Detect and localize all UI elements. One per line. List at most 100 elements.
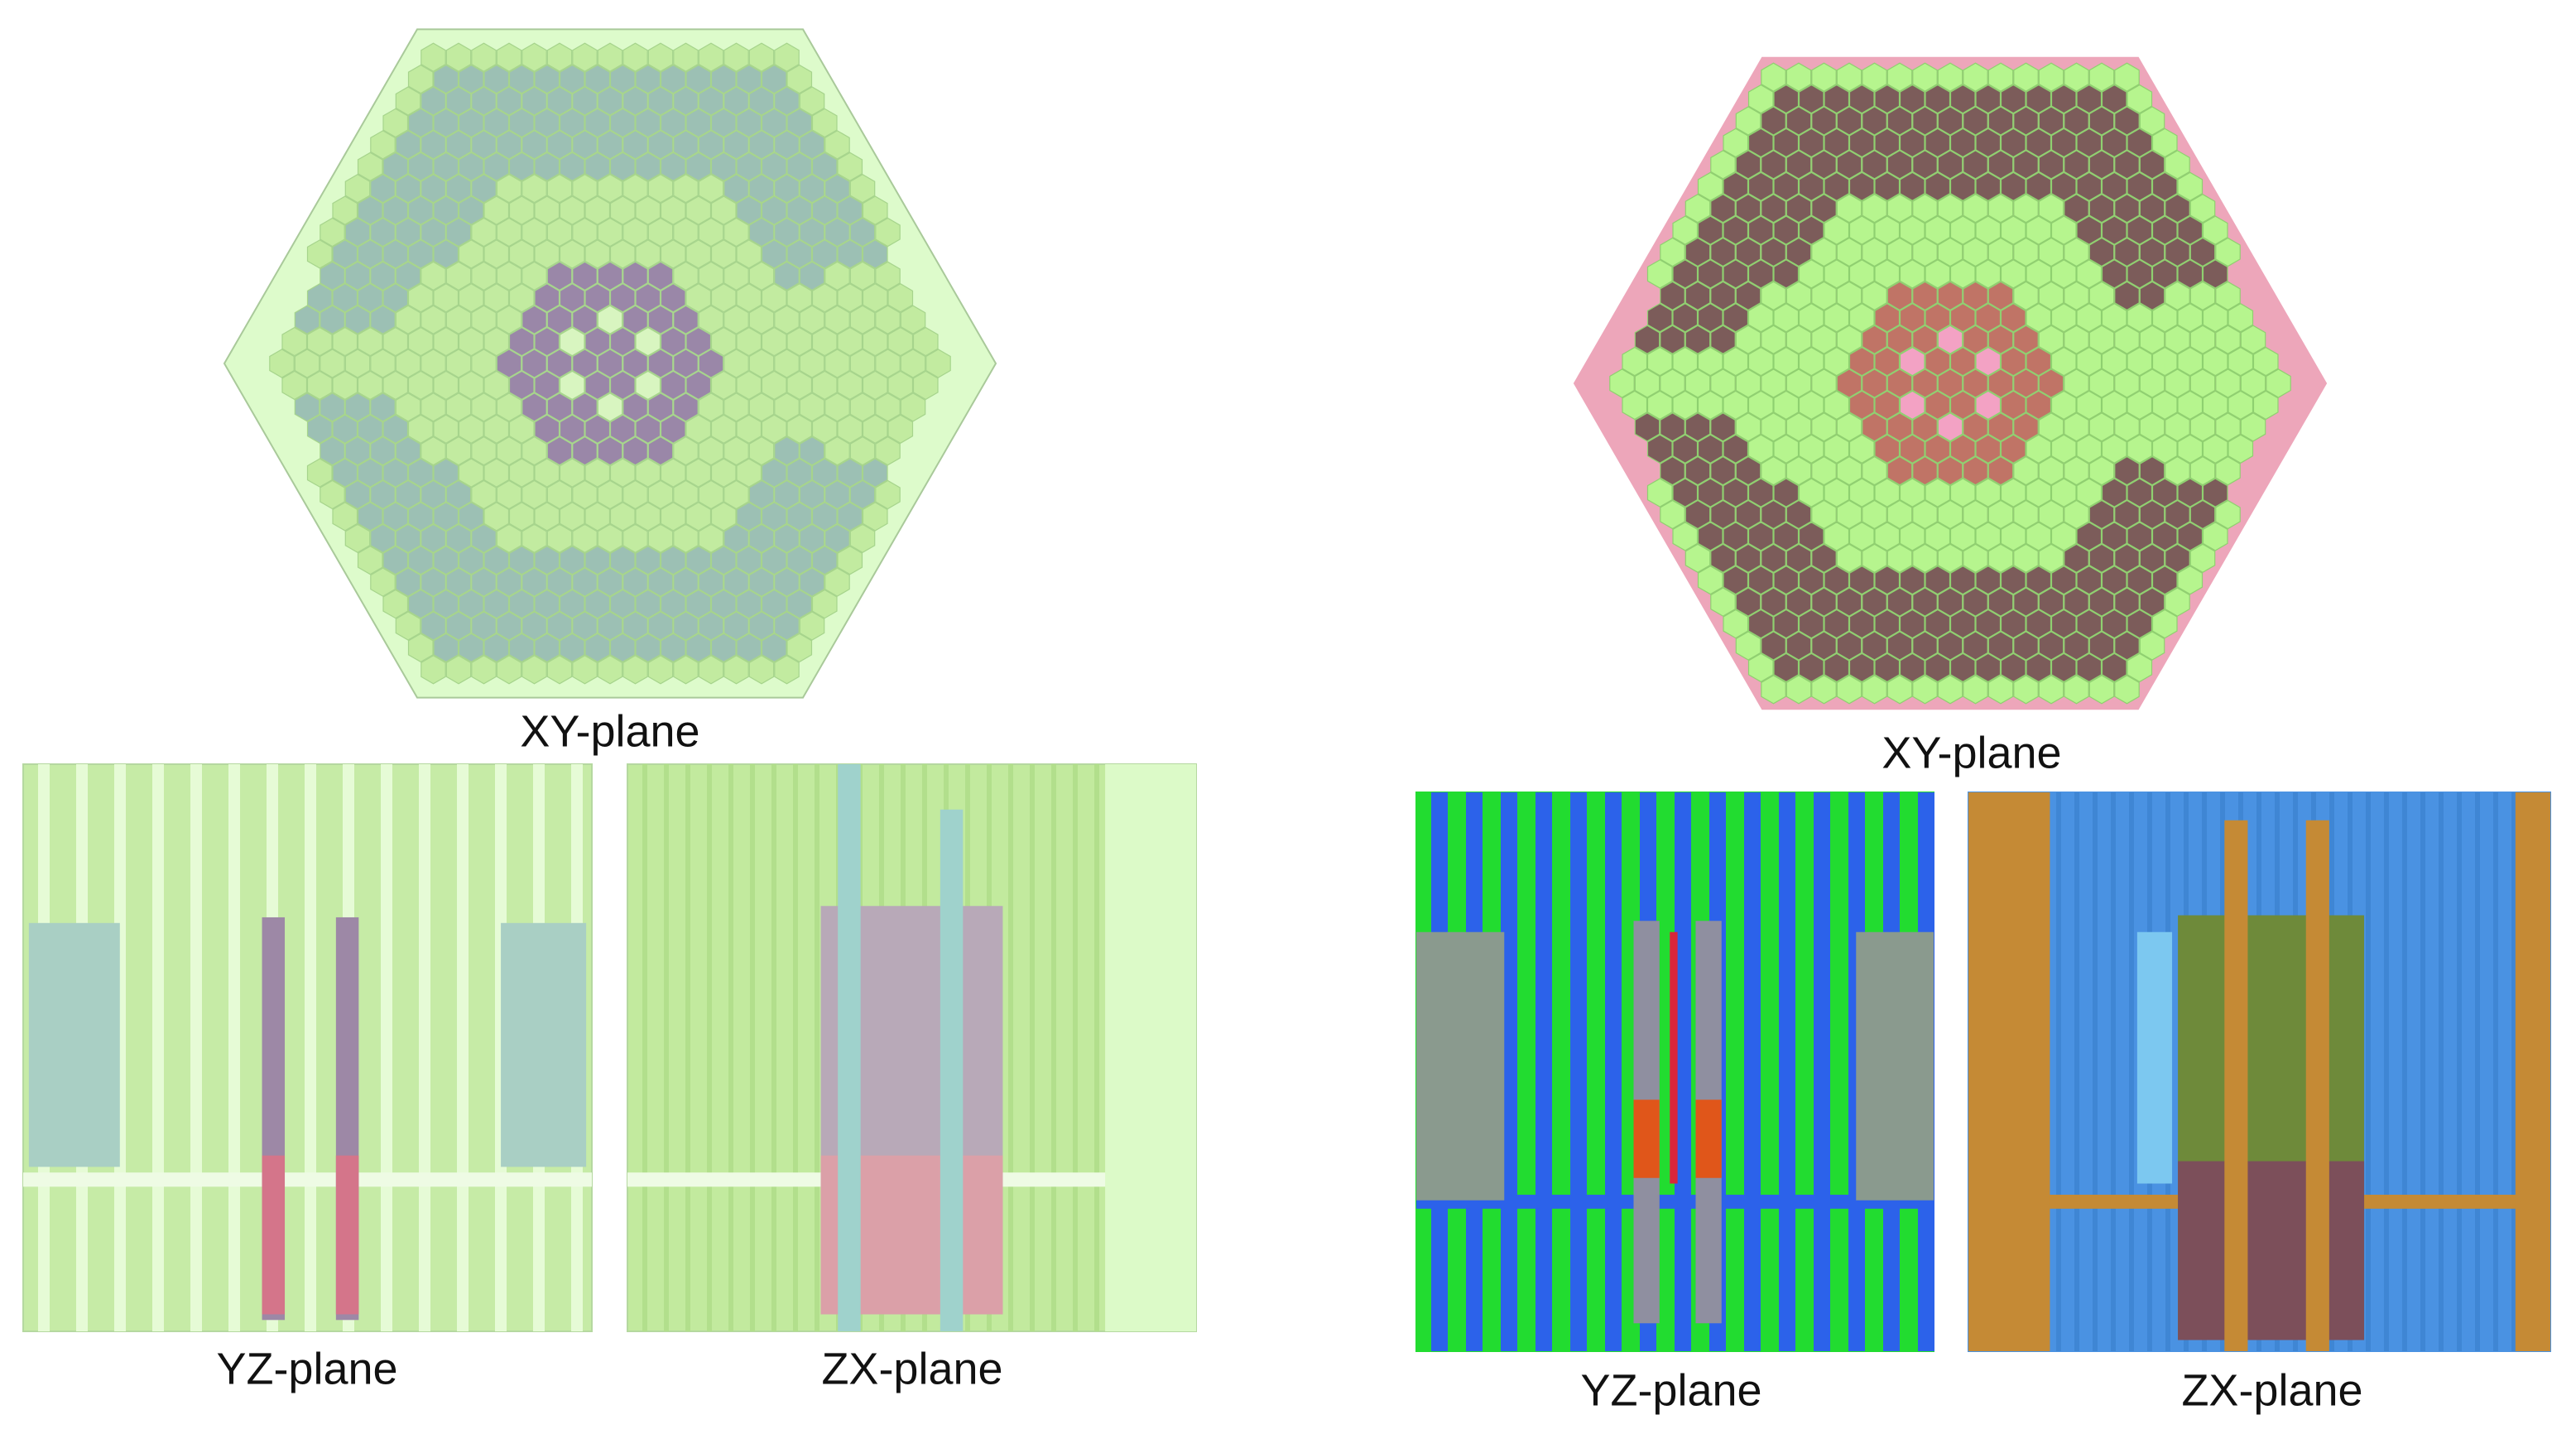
assembly bbox=[2026, 478, 2052, 508]
channel bbox=[1051, 764, 1056, 1331]
assembly bbox=[710, 152, 737, 181]
assembly bbox=[2151, 128, 2178, 158]
assembly bbox=[925, 349, 951, 378]
assembly bbox=[546, 86, 573, 116]
assembly bbox=[1963, 455, 1988, 486]
assembly bbox=[559, 633, 585, 663]
channel bbox=[1570, 792, 1587, 1351]
assembly bbox=[635, 370, 661, 401]
assembly bbox=[622, 655, 648, 685]
assembly bbox=[2165, 281, 2190, 311]
assembly bbox=[445, 435, 472, 466]
assembly bbox=[1987, 455, 2014, 486]
assembly bbox=[382, 370, 409, 401]
assembly bbox=[2038, 412, 2064, 442]
assembly bbox=[849, 523, 876, 553]
assembly bbox=[2177, 434, 2204, 464]
channel bbox=[1030, 764, 1035, 1331]
assembly bbox=[1949, 522, 1976, 551]
assembly bbox=[483, 108, 510, 138]
assembly bbox=[445, 305, 472, 334]
assembly bbox=[1747, 609, 1774, 639]
assembly bbox=[1710, 499, 1736, 530]
assembly bbox=[395, 567, 421, 597]
assembly bbox=[786, 283, 813, 313]
assembly bbox=[622, 174, 648, 204]
assembly bbox=[433, 195, 459, 225]
assembly bbox=[445, 86, 472, 116]
assembly bbox=[1874, 434, 1901, 464]
assembly bbox=[407, 458, 434, 488]
assembly bbox=[1785, 455, 1812, 486]
assembly bbox=[572, 479, 598, 510]
assembly bbox=[1963, 281, 1988, 311]
assembly bbox=[1874, 390, 1901, 421]
assembly bbox=[2064, 368, 2089, 398]
assembly bbox=[1848, 609, 1875, 639]
assembly bbox=[2000, 303, 2026, 333]
assembly bbox=[1684, 368, 1711, 398]
assembly bbox=[837, 239, 863, 269]
assembly bbox=[421, 86, 446, 116]
assembly bbox=[2165, 237, 2190, 267]
assembly bbox=[2000, 128, 2026, 158]
assembly bbox=[723, 392, 749, 422]
channel bbox=[2074, 792, 2079, 1351]
assembly bbox=[1925, 609, 1951, 639]
assembly bbox=[1824, 303, 1850, 333]
assembly bbox=[2076, 565, 2103, 595]
assembly bbox=[2076, 522, 2103, 551]
assembly bbox=[875, 217, 901, 248]
assembly bbox=[357, 414, 383, 444]
assembly bbox=[1811, 62, 1837, 92]
assembly bbox=[622, 523, 648, 553]
assembly bbox=[471, 217, 497, 248]
assembly bbox=[2088, 325, 2115, 354]
assembly bbox=[1874, 303, 1901, 333]
assembly bbox=[2240, 325, 2266, 354]
assembly bbox=[1824, 215, 1850, 245]
assembly bbox=[395, 523, 421, 553]
assembly bbox=[1609, 368, 1635, 398]
assembly bbox=[421, 392, 446, 422]
assembly bbox=[609, 546, 636, 575]
assembly bbox=[2088, 368, 2115, 398]
assembly bbox=[1811, 499, 1837, 530]
assembly bbox=[1785, 543, 1812, 573]
assembly bbox=[786, 64, 813, 94]
assembly bbox=[1874, 609, 1901, 639]
assembly bbox=[622, 567, 648, 597]
assembly bbox=[1824, 522, 1850, 551]
assembly bbox=[483, 589, 510, 619]
assembly bbox=[1798, 171, 1824, 201]
assembly bbox=[698, 479, 724, 510]
assembly bbox=[2151, 478, 2178, 508]
assembly bbox=[622, 479, 648, 510]
assembly bbox=[395, 217, 421, 248]
assembly bbox=[647, 567, 674, 597]
assembly bbox=[1925, 478, 1951, 508]
channel bbox=[2056, 792, 2061, 1351]
assembly bbox=[1912, 62, 1938, 92]
assembly bbox=[2000, 478, 2026, 508]
assembly bbox=[1963, 675, 1988, 705]
assembly bbox=[2165, 325, 2190, 354]
assembly bbox=[2000, 522, 2026, 551]
assembly bbox=[2202, 215, 2228, 245]
assembly bbox=[673, 130, 699, 160]
assembly bbox=[2013, 631, 2039, 661]
assembly bbox=[2088, 237, 2115, 267]
assembly bbox=[1874, 215, 1901, 245]
channel bbox=[642, 764, 647, 1331]
channel bbox=[1094, 764, 1099, 1331]
assembly bbox=[2127, 128, 2153, 158]
assembly bbox=[1886, 675, 1913, 705]
assembly bbox=[660, 239, 686, 269]
assembly bbox=[609, 64, 636, 94]
assembly bbox=[2114, 455, 2140, 486]
assembly bbox=[344, 349, 371, 378]
assembly-block bbox=[1695, 1100, 1722, 1178]
assembly bbox=[2139, 412, 2165, 442]
assembly bbox=[2038, 106, 2064, 136]
assembly bbox=[1735, 368, 1761, 398]
